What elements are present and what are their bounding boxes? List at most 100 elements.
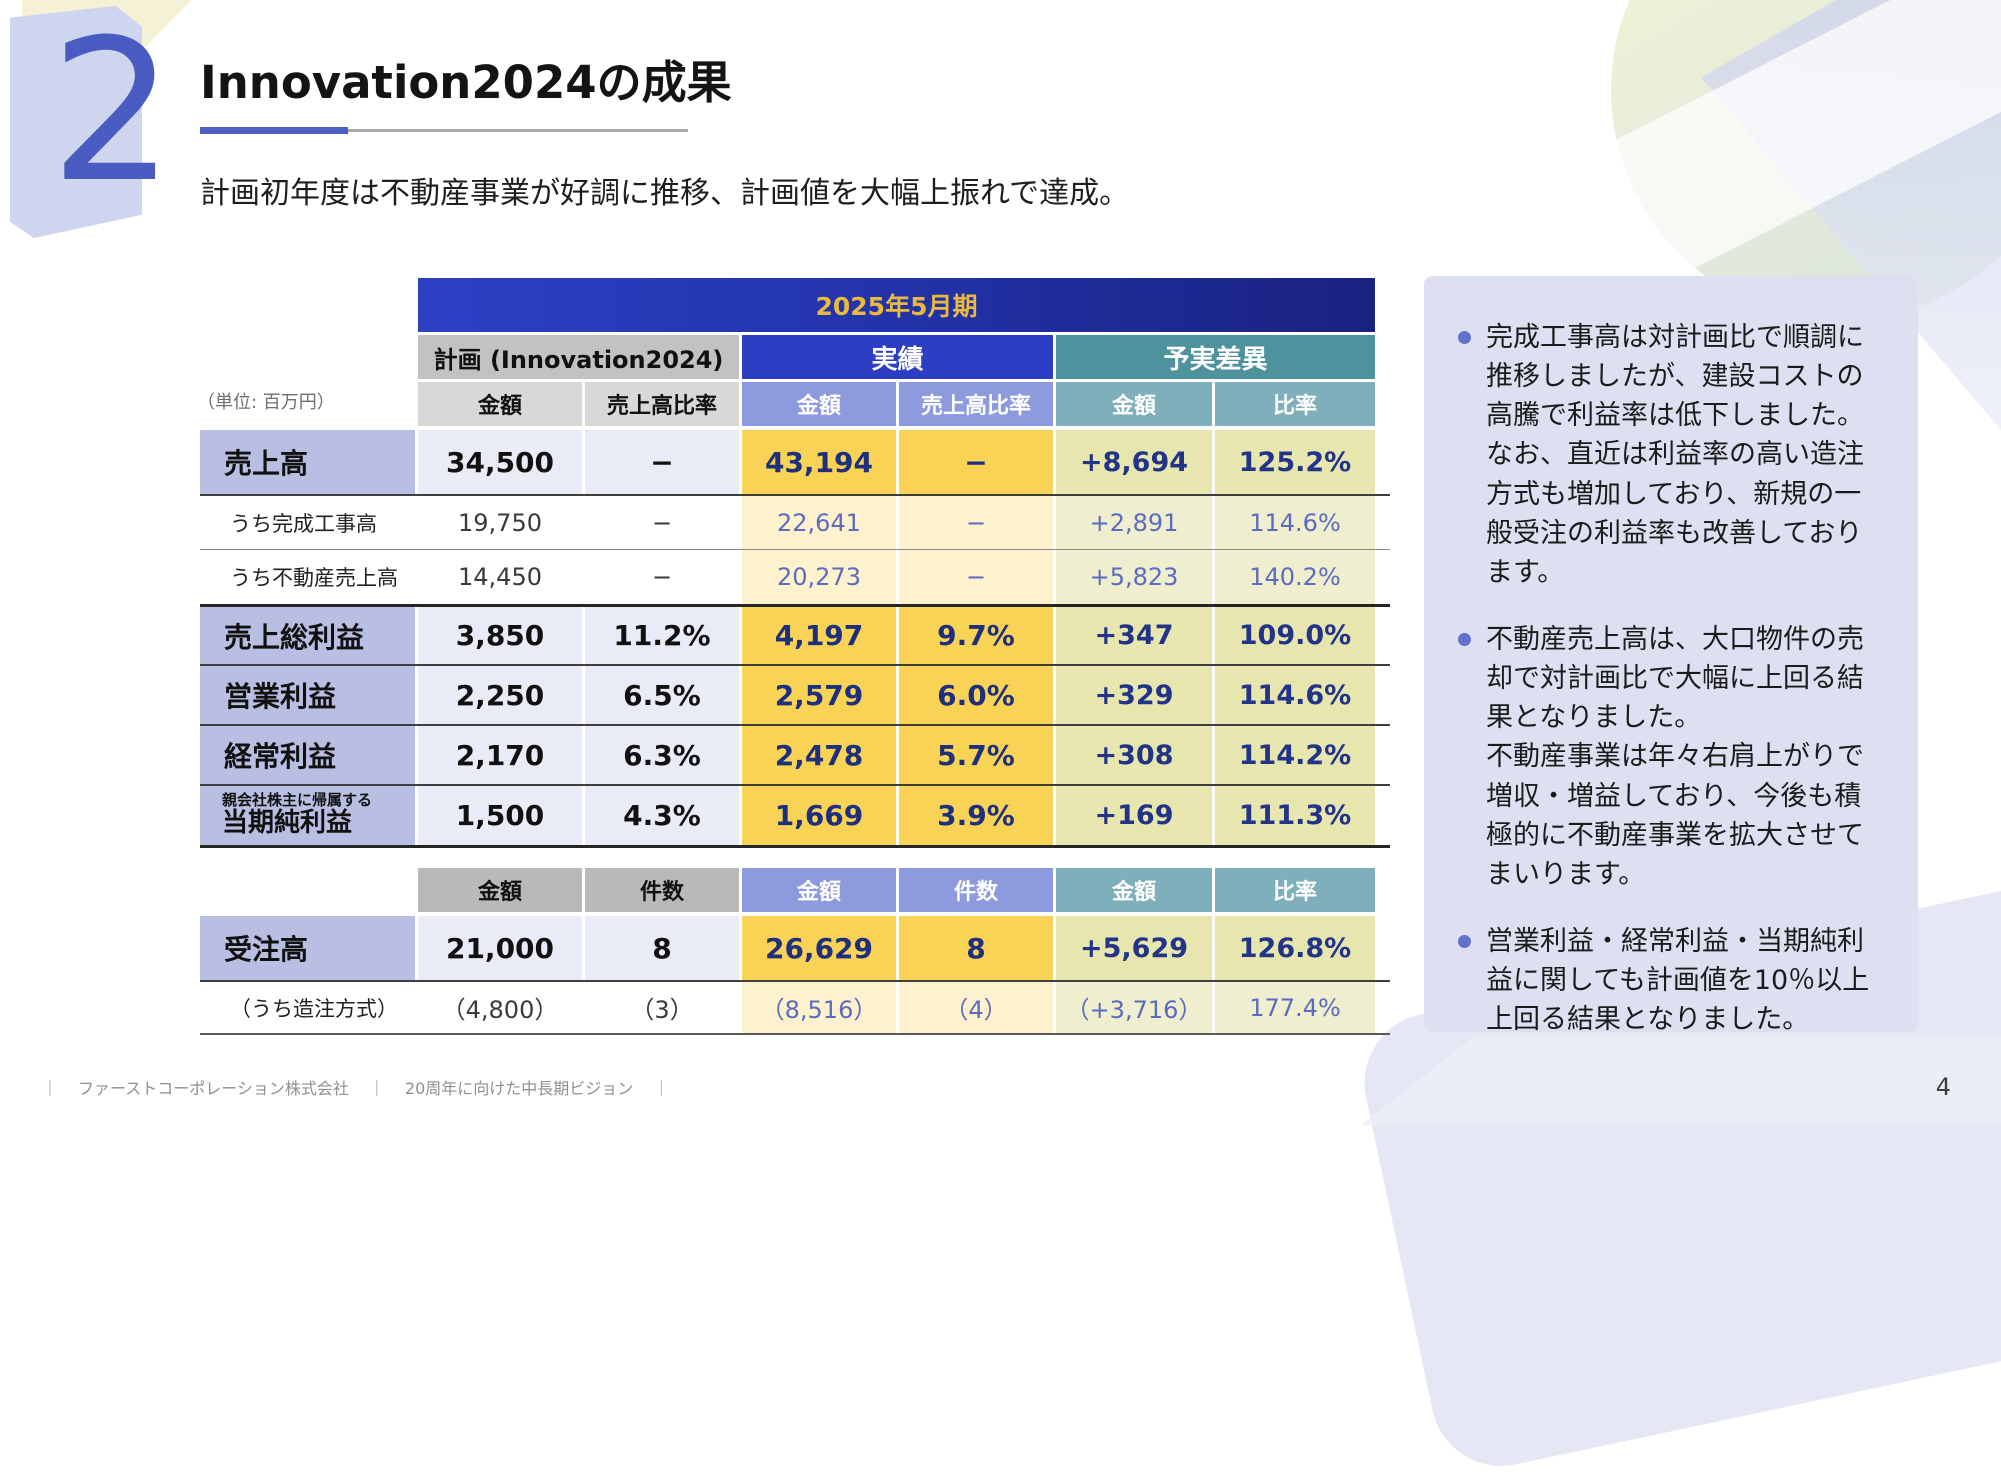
table-row-orders: 受注高 21,000 8 26,629 8 +5,629 126.8% — [200, 916, 1390, 980]
cell-plan-amount: 19,750 — [458, 508, 542, 537]
title-underline — [200, 127, 688, 134]
title-underline-gray — [200, 129, 688, 132]
table-period-row: 2025年5月期 — [200, 278, 1390, 332]
financial-results-table: 2025年5月期 計画 (Innovation2024) 実績 予実差異 金額 … — [200, 278, 1390, 848]
cell-plan-ratio: 11.2% — [585, 607, 739, 664]
row-label: 売上総利益 — [200, 607, 415, 664]
notes-panel: 完成工事高は対計画比で順調に推移しましたが、建設コストの高騰で利益率は低下しまし… — [1424, 276, 1918, 1035]
cell-plan-amount: （4,800） — [441, 996, 559, 1024]
cell-actual-ratio: 3.9% — [899, 786, 1053, 845]
cell-actual-amount: 1,669 — [742, 786, 896, 845]
cell-diff-amount: +308 — [1056, 726, 1212, 784]
cell-actual-amount: 2,478 — [742, 726, 896, 784]
cell-actual-ratio: 5.7% — [899, 726, 1053, 784]
table-row-zochu: （うち造注方式） （4,800） （3） （8,516） （4） （+3,716… — [200, 980, 1390, 1035]
cell-plan-amount: 2,250 — [418, 666, 582, 724]
row-label: うち完成工事高 — [230, 511, 377, 536]
cell-plan-ratio: − — [585, 430, 739, 494]
row-label: （うち造注方式） — [230, 996, 398, 1021]
col-header-diff-ratio: 比率 — [1215, 868, 1375, 912]
cell-diff-ratio: 114.2% — [1215, 726, 1375, 784]
row-label: 売上高 — [200, 430, 415, 494]
cell-plan-amount: 2,170 — [418, 726, 582, 784]
spacer — [200, 335, 415, 379]
cell-plan-amount: 14,450 — [458, 563, 542, 591]
page-number: 4 — [1935, 1073, 1951, 1101]
note-text: 不動産売上高は、大口物件の売却で対計画比で大幅に上回る結果となりました。 不動産… — [1486, 623, 1864, 890]
table-row-sales: 売上高 34,500 − 43,194 − +8,694 125.2% — [200, 430, 1390, 494]
footer-divider: ｜ — [368, 1079, 385, 1098]
cell-actual-ratio: − — [899, 430, 1053, 494]
cell-actual-amount: 26,629 — [742, 916, 896, 980]
cell-actual-amount: 43,194 — [742, 430, 896, 494]
cell-diff-amount: +169 — [1056, 786, 1212, 845]
note-text: 完成工事高は対計画比で順調に推移しましたが、建設コストの高騰で利益率は低下しまし… — [1486, 322, 1864, 588]
cell-diff-amount: +5,629 — [1056, 916, 1212, 980]
col-header-diff-ratio: 比率 — [1215, 382, 1375, 426]
cell-actual-count: 8 — [899, 916, 1053, 980]
cell-diff-ratio: 111.3% — [1215, 786, 1375, 845]
group-header-diff: 予実差異 — [1056, 335, 1375, 379]
row-label-main: 当期純利益 — [222, 807, 353, 838]
cell-diff-ratio: 125.2% — [1215, 430, 1375, 494]
cell-plan-ratio: 4.3% — [585, 786, 739, 845]
row-label: うち不動産売上高 — [230, 566, 398, 590]
table-row-gross-profit: 売上総利益 3,850 11.2% 4,197 9.7% +347 109.0% — [200, 604, 1390, 664]
table-row-ordinary-profit: 経常利益 2,170 6.3% 2,478 5.7% +308 114.2% — [200, 724, 1390, 784]
col-header-plan-amount: 金額 — [418, 382, 582, 426]
page-title: Innovation2024の成果 — [200, 56, 732, 109]
row-label: 営業利益 — [200, 666, 415, 724]
bullet-icon — [1458, 331, 1471, 344]
unit-label: （単位: 百万円） — [197, 392, 335, 413]
cell-plan-ratio: 6.5% — [585, 666, 739, 724]
spacer — [200, 278, 415, 332]
page-subtitle: 計画初年度は不動産事業が好調に推移、計画値を大幅上振れで達成。 — [200, 176, 1130, 211]
cell-plan-amount: 1,500 — [418, 786, 582, 845]
footer-divider: ｜ — [42, 1079, 59, 1098]
orders-column-header-row: 金額 件数 金額 件数 金額 比率 — [200, 868, 1390, 912]
cell-actual-ratio: 9.7% — [899, 607, 1053, 664]
col-header-plan-ratio: 売上高比率 — [585, 382, 739, 426]
row-label-note: 親会社株主に帰属する — [222, 791, 373, 810]
table-row-realestate-sales: うち不動産売上高 14,450 − 20,273 − +5,823 140.2% — [200, 549, 1390, 604]
row-label: 親会社株主に帰属する 当期純利益 — [200, 786, 415, 845]
cell-diff-amount: +5,823 — [1056, 550, 1212, 604]
group-header-actual: 実績 — [742, 335, 1053, 379]
spacer — [200, 868, 415, 912]
col-header-diff-amount: 金額 — [1056, 382, 1212, 426]
cell-plan-ratio: − — [651, 563, 673, 591]
row-label: 受注高 — [200, 916, 415, 980]
bullet-icon — [1458, 934, 1471, 948]
cell-actual-amount: 22,641 — [742, 496, 896, 549]
cell-diff-ratio: 114.6% — [1215, 496, 1375, 549]
cell-actual-amount: （8,516） — [742, 982, 896, 1033]
col-header-actual-count: 件数 — [899, 868, 1053, 912]
bullet-icon — [1458, 632, 1471, 646]
cell-actual-ratio: 6.0% — [899, 666, 1053, 724]
note-item: 営業利益・経常利益・当期純利益に関しても計画値を10％以上上回る結果となりました… — [1458, 922, 1886, 1039]
cell-actual-amount: 4,197 — [742, 607, 896, 664]
table-group-header-row: 計画 (Innovation2024) 実績 予実差異 — [200, 335, 1390, 379]
cell-plan-ratio: − — [651, 508, 673, 537]
footer-vision: 20周年に向けた中長期ビジョン — [404, 1079, 634, 1098]
cell-diff-amount: +329 — [1056, 666, 1212, 724]
note-item: 不動産売上高は、大口物件の売却で対計画比で大幅に上回る結果となりました。 不動産… — [1458, 620, 1886, 894]
cell-plan-count: （3） — [630, 996, 694, 1024]
cell-diff-amount: +8,694 — [1056, 430, 1212, 494]
col-header-actual-amount: 金額 — [742, 868, 896, 912]
cell-diff-ratio: 109.0% — [1215, 607, 1375, 664]
period-header: 2025年5月期 — [418, 278, 1375, 332]
col-header-plan-amount: 金額 — [418, 868, 582, 912]
cell-diff-ratio: 140.2% — [1215, 550, 1375, 604]
group-header-plan: 計画 (Innovation2024) — [418, 335, 739, 379]
table-row-net-income: 親会社株主に帰属する 当期純利益 1,500 4.3% 1,669 3.9% +… — [200, 784, 1390, 848]
col-header-diff-amount: 金額 — [1056, 868, 1212, 912]
cell-diff-ratio: 114.6% — [1215, 666, 1375, 724]
note-text: 営業利益・経常利益・当期純利益に関しても計画値を10％以上上回る結果となりました… — [1486, 925, 1870, 1036]
cell-actual-ratio: − — [899, 496, 1053, 549]
cell-actual-amount: 2,579 — [742, 666, 896, 724]
cell-diff-amount: （+3,716） — [1056, 982, 1212, 1033]
cell-plan-ratio: 6.3% — [585, 726, 739, 784]
cell-diff-amount: +2,891 — [1056, 496, 1212, 549]
cell-actual-amount: 20,273 — [742, 550, 896, 604]
